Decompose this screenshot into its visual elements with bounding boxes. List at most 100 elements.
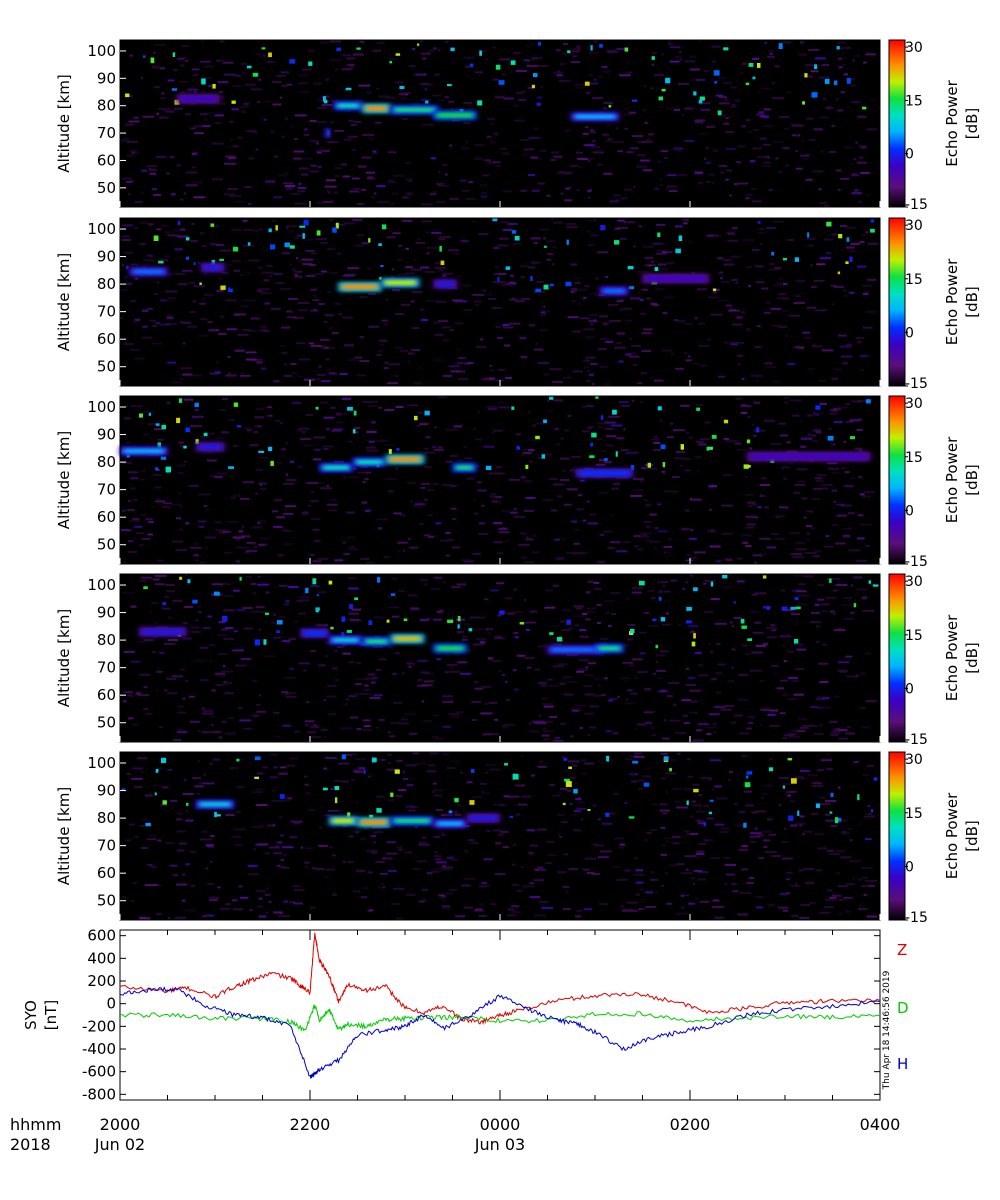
ytick-label: -600 <box>82 1063 116 1081</box>
echo-panel-3: 50 60 70 80 90 100 Altitude [km] 30 15 0 -15 Echo P… <box>55 395 981 570</box>
ytick-label: -200 <box>82 1017 116 1035</box>
ytick-label: 400 <box>87 949 116 967</box>
echo-panel-4: 50 60 70 80 90 100 Altitude [km] 30 15 0 -15 Echo P… <box>55 573 981 748</box>
ytick-label: 60 <box>97 864 116 882</box>
colorbar-tick-label: 0 <box>905 681 914 697</box>
ytick-label: 50 <box>97 892 116 910</box>
ytick-label: 80 <box>97 453 116 471</box>
ytick-label: 70 <box>97 837 116 855</box>
ytick-label: 80 <box>97 97 116 115</box>
ytick-label: 60 <box>97 508 116 526</box>
echo-layer-6 <box>436 645 464 651</box>
echo-layer-5 <box>436 112 474 118</box>
echo-layers <box>139 626 624 655</box>
echo-layer-2 <box>336 103 360 109</box>
xaxis-row2-label: 2018 <box>10 1135 51 1154</box>
y-axis-title: Altitude [km] <box>55 74 73 172</box>
colorbar-tick-label: 15 <box>905 93 923 109</box>
ytick-label: 100 <box>87 576 116 594</box>
echo-layer-4 <box>355 459 383 465</box>
echo-layers <box>120 441 871 479</box>
colorbar-unit: [dB] <box>963 108 981 140</box>
echo-layer-5 <box>389 456 421 462</box>
echo-layer-2 <box>303 630 326 636</box>
echo-layer-2 <box>332 818 355 824</box>
ytick-label: 80 <box>97 275 116 293</box>
ytick-label: -800 <box>82 1085 116 1103</box>
echo-layer-6 <box>574 114 616 120</box>
echo-layer-5 <box>436 281 455 287</box>
ytick-label: 0 <box>106 995 116 1013</box>
noise-texture <box>122 574 879 742</box>
xtick-time-label: 2200 <box>290 1115 331 1134</box>
ytick-label: 60 <box>97 686 116 704</box>
series-line-H <box>119 986 881 1079</box>
xtick-time-label: 0200 <box>670 1115 711 1134</box>
ytick-label: 90 <box>97 69 116 87</box>
colorbar-gradient <box>888 39 906 208</box>
ytick-label: 100 <box>87 754 116 772</box>
echo-layer-3 <box>365 105 388 111</box>
y-axis-title: Altitude [km] <box>55 787 73 885</box>
echo-panel-1: 50 60 70 80 90 100 Altitude [km] 30 15 0 -15 Echo P… <box>55 39 981 213</box>
ytick-label: 70 <box>97 659 116 677</box>
colorbar-tick-label: 15 <box>905 272 923 288</box>
colorbar-tick-label: -15 <box>905 376 928 392</box>
colorbar: 30 15 0 -15 Echo Power [dB] <box>888 39 981 213</box>
echo-layer-1 <box>180 96 217 102</box>
colorbar-title: Echo Power <box>943 79 961 166</box>
series-line-D <box>119 1004 881 1032</box>
noise-texture <box>120 218 879 386</box>
line-panel-frame <box>119 929 881 1101</box>
echo-layer-7 <box>550 647 602 653</box>
echo-layer-8 <box>598 645 621 651</box>
ytick-label: 600 <box>87 927 116 945</box>
colorbar-tick-label: 15 <box>905 450 923 466</box>
echo-layer-3 <box>341 284 379 290</box>
echo-layer-6 <box>602 288 626 294</box>
colorbar: 30 15 0 -15 Echo Power [dB] <box>888 573 981 748</box>
colorbar-tick-label: 0 <box>905 147 914 163</box>
ytick-label: 70 <box>97 303 116 321</box>
legend-letter-Z: Z <box>897 941 907 959</box>
colorbar-tick-label: 30 <box>905 40 923 56</box>
noise-texture <box>120 40 877 207</box>
noise-texture <box>121 396 875 564</box>
colorbar: 30 15 0 -15 Echo Power [dB] <box>888 217 981 392</box>
colorbar-gradient <box>888 573 906 743</box>
xtick-date-label: Jun 02 <box>94 1135 145 1154</box>
echo-layers <box>129 262 709 296</box>
y-axis-title: Altitude [km] <box>55 609 73 707</box>
panel-background <box>120 574 880 742</box>
panel-background <box>120 218 880 386</box>
colorbar-tick-label: 30 <box>905 574 923 590</box>
colorbar-tick-label: 30 <box>905 218 923 234</box>
colorbar-unit: [dB] <box>963 642 981 674</box>
y-axis-title: Altitude [km] <box>55 253 73 351</box>
xtick-time-label: 0400 <box>860 1115 901 1134</box>
colorbar-title: Echo Power <box>943 258 961 345</box>
ytick-label: 90 <box>97 782 116 800</box>
colorbar-tick-label: -15 <box>905 910 928 926</box>
echo-layer-4 <box>384 280 417 286</box>
ytick-label: 90 <box>97 248 116 266</box>
ytick-label: 50 <box>97 714 116 732</box>
echo-layer-5 <box>393 636 421 642</box>
echo-layer-2 <box>203 265 222 271</box>
echo-layer-2 <box>199 444 222 450</box>
colorbar-tick-label: -15 <box>905 554 928 570</box>
colorbar-tick-label: 30 <box>905 752 923 768</box>
echo-layer-6 <box>455 465 474 471</box>
y-axis-title: SYO <box>22 1000 40 1030</box>
ytick-label: 80 <box>97 631 116 649</box>
colorbar-tick-label: 15 <box>905 806 923 822</box>
echo-layer-4 <box>365 638 388 644</box>
colorbar-tick-label: 15 <box>905 628 923 644</box>
colorbar-title: Echo Power <box>943 792 961 879</box>
xaxis-row1-label: hhmm <box>10 1115 61 1134</box>
echo-layer-1 <box>199 801 231 807</box>
noise-texture <box>121 752 878 920</box>
colorbar-unit: [dB] <box>963 464 981 496</box>
